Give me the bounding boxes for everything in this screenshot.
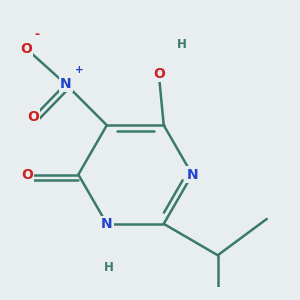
Text: N: N — [186, 167, 198, 182]
Text: H: H — [104, 261, 114, 274]
Text: N: N — [60, 77, 71, 91]
Text: O: O — [27, 110, 39, 124]
Text: O: O — [21, 167, 33, 182]
Text: O: O — [153, 67, 165, 81]
Text: +: + — [74, 65, 83, 75]
Text: H: H — [176, 38, 186, 51]
Text: N: N — [101, 217, 112, 231]
Text: -: - — [34, 28, 39, 41]
Text: O: O — [20, 42, 32, 56]
